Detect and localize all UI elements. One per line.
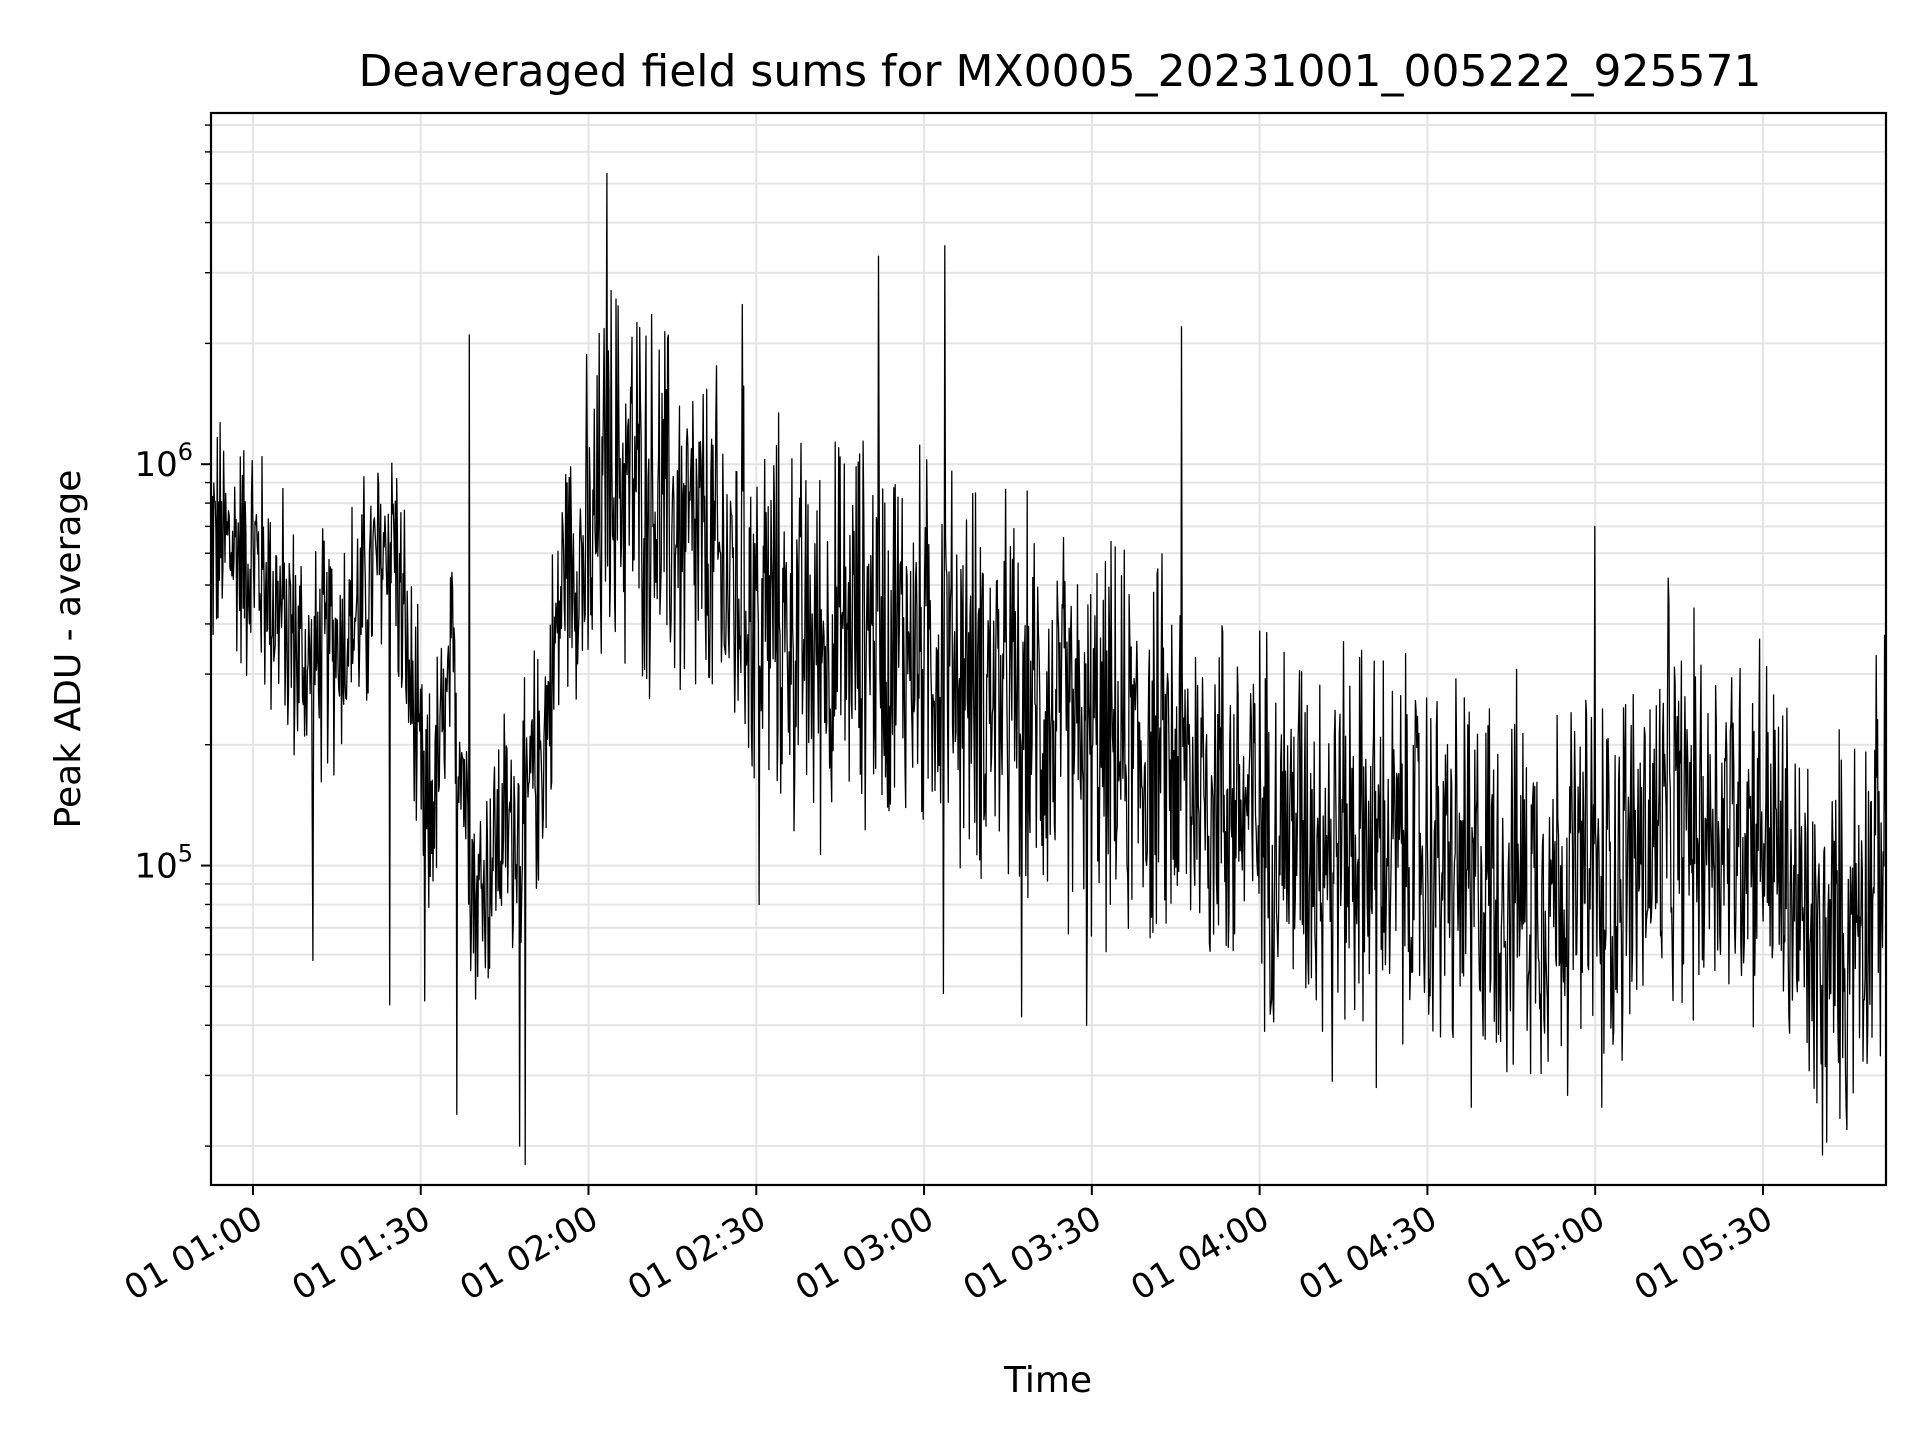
y-tick-labels: 105 106	[134, 438, 193, 886]
x-axis-label: Time	[1003, 1360, 1092, 1401]
plot-frame	[209, 111, 1888, 1187]
y-tick-label: 106	[134, 438, 193, 485]
y-tick-label: 105	[134, 840, 193, 887]
chart-title: Deaveraged field sums for MX0005_2023100…	[359, 46, 1762, 97]
y-axis-label: Peak ADU - average	[48, 470, 89, 829]
axis-ticks	[201, 124, 1764, 1195]
plot-area	[210, 172, 1887, 1166]
series-line	[210, 172, 1887, 1166]
